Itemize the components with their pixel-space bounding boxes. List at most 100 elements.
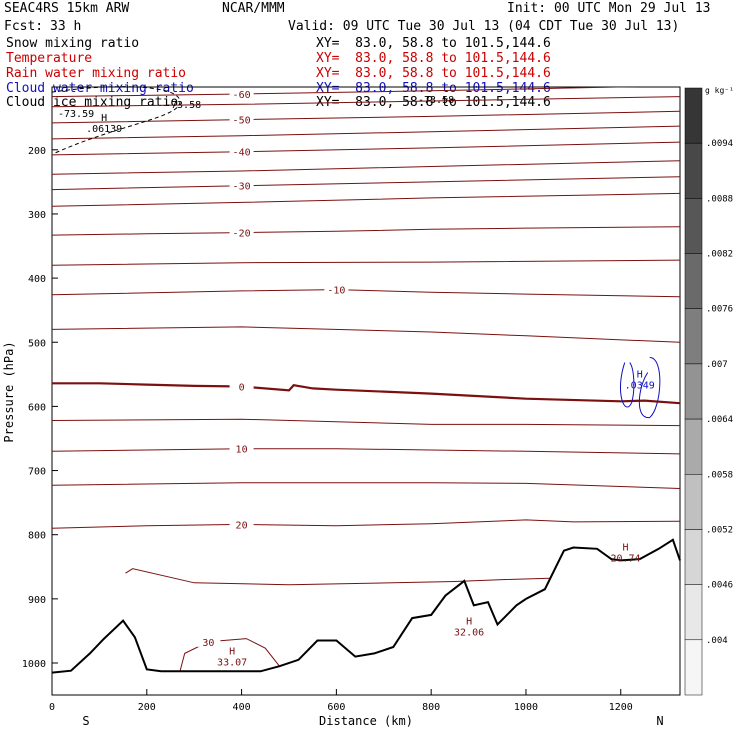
contour-label-bg--10 <box>324 283 349 295</box>
colorbar-unit: g kg⁻¹ <box>705 86 734 95</box>
contour-5 <box>52 418 680 427</box>
colorbar: .0094 .0088 .0082 .0076 .007 .0064 .0058 .0052.… <box>684 87 733 696</box>
contour-label--50: -50 <box>233 116 251 127</box>
contour-label--20: -20 <box>233 229 251 240</box>
colorbar-segment <box>684 253 703 309</box>
contour--30 <box>52 176 680 191</box>
field-label-temperature: Temperature <box>6 51 93 66</box>
contour--60 <box>52 87 641 98</box>
cloud-water-contour-b <box>638 357 661 419</box>
colorbar-segment <box>684 529 703 585</box>
contour--40 <box>52 141 680 156</box>
contour-label-bg--20 <box>229 226 254 238</box>
colorbar-label: .0088 <box>706 194 733 204</box>
contour--5 <box>52 326 680 343</box>
colorbar-label: .0058 <box>706 470 733 480</box>
contour-label-bg--30 <box>229 179 254 191</box>
colorbar-segment <box>684 142 703 199</box>
colorbar-label: .0052 <box>706 526 733 536</box>
contour-label-bg--50 <box>229 113 254 125</box>
endpoint-left: S <box>82 714 89 728</box>
x-tick-label: 0 <box>49 702 55 713</box>
contour--20 <box>52 226 680 236</box>
colorbar-label: .0076 <box>706 305 733 315</box>
contour-label--40: -40 <box>233 148 251 159</box>
contour-label-bg-0 <box>229 380 254 392</box>
field-label-cloud-water: Cloud water mixing ratio <box>6 81 194 96</box>
y-tick-label: 200 <box>28 146 46 157</box>
colorbar-label: .0082 <box>706 250 733 260</box>
colorbar-segment <box>684 87 703 144</box>
colorbar-label: .007 <box>706 360 728 370</box>
y-tick-label: 900 <box>28 595 46 606</box>
contour-label-10: 10 <box>236 445 248 456</box>
contour-label-bg-20 <box>229 518 254 530</box>
contour-20 <box>52 519 680 529</box>
annotations: H33.07H32.06H20.74H.06139H.0349-73.59-73… <box>51 86 661 669</box>
contour-label-20: 20 <box>236 520 248 531</box>
contour-label-bg--60 <box>229 87 254 99</box>
annotation-h-label: H <box>101 113 107 124</box>
colorbar-label: .0094 <box>706 139 733 149</box>
terrain-line <box>51 538 681 674</box>
annotation-value: 33.07 <box>217 658 247 669</box>
field-xy-cloud-ice: XY= 83.0, 58.8 to 101.5,144.6 <box>316 95 551 110</box>
y-tick-label: 500 <box>28 338 46 349</box>
y-tick-label: 300 <box>28 210 46 221</box>
y-tick-label: 1000 <box>22 659 46 670</box>
org-label: NCAR/MMM <box>222 1 285 16</box>
contour-label-bg--40 <box>229 145 254 157</box>
contour-label-bg-10 <box>229 442 254 454</box>
axis-ticks: 0 200 400 600 800 1000 12002003004005006007008… <box>22 146 633 713</box>
contour--15 <box>52 259 680 266</box>
extra-label-2: -73.58 <box>165 100 201 111</box>
field-label-snow: Snow mixing ratio <box>6 36 140 51</box>
colorbar-segment <box>684 474 703 530</box>
annotation-h-label: H <box>622 543 628 554</box>
valid-time: Valid: 09 UTC Tue 30 Jul 13 (04 CDT Tue … <box>288 19 680 34</box>
contour--25 <box>52 192 680 207</box>
x-tick-label: 400 <box>233 702 251 713</box>
contour--55 <box>52 96 680 108</box>
annotation-h-label: H <box>229 647 235 658</box>
colorbar-segment <box>684 639 703 696</box>
annotation-h-label: H <box>466 617 472 628</box>
extra-label-3: -73.58 <box>418 95 454 106</box>
annotation-value: 20.74 <box>610 554 640 565</box>
colorbar-label: .004 <box>706 636 728 646</box>
init-time: Init: 00 UTC Mon 29 Jul 13 <box>507 1 711 16</box>
extra-label-1: -73.59 <box>58 109 94 120</box>
contour-15 <box>52 482 680 489</box>
forecast-label: Fcst: <box>4 19 44 34</box>
x-tick-label: 800 <box>422 702 440 713</box>
contour--45 <box>52 125 680 140</box>
field-xy-rain: XY= 83.0, 58.8 to 101.5,144.6 <box>316 66 551 81</box>
contour-label-30: 30 <box>202 638 214 649</box>
endpoint-right: N <box>656 714 663 728</box>
annotation-value: .0349 <box>625 381 655 392</box>
colorbar-segment <box>684 584 703 641</box>
y-tick-label: 700 <box>28 467 46 478</box>
cloud-water-contour-a <box>620 362 635 408</box>
terrain-layer <box>51 538 681 674</box>
x-tick-label: 1000 <box>514 702 538 713</box>
contour-25 <box>125 568 550 586</box>
cloud-ice-contour <box>51 86 181 154</box>
x-tick-label: 1200 <box>609 702 633 713</box>
y-tick-label: 800 <box>28 531 46 542</box>
contour-label-bg-30 <box>196 635 221 647</box>
contour-label-0: 0 <box>239 383 245 394</box>
contour--50 <box>52 110 680 124</box>
colorbar-segment <box>684 418 703 475</box>
x-tick-label: 600 <box>327 702 345 713</box>
contour--35 <box>52 160 680 175</box>
colorbar-label: .0064 <box>706 415 733 425</box>
colorbar-label: .0046 <box>706 581 733 591</box>
temperature-contours: -60 -50 -40 -30 -20 -10 0 10 20 30 <box>52 87 680 672</box>
contour-10 <box>52 448 680 455</box>
annotation-value: .06139 <box>86 124 122 135</box>
colorbar-segment <box>684 308 703 365</box>
contour-label--30: -30 <box>233 182 251 193</box>
contour--10 <box>52 289 680 298</box>
